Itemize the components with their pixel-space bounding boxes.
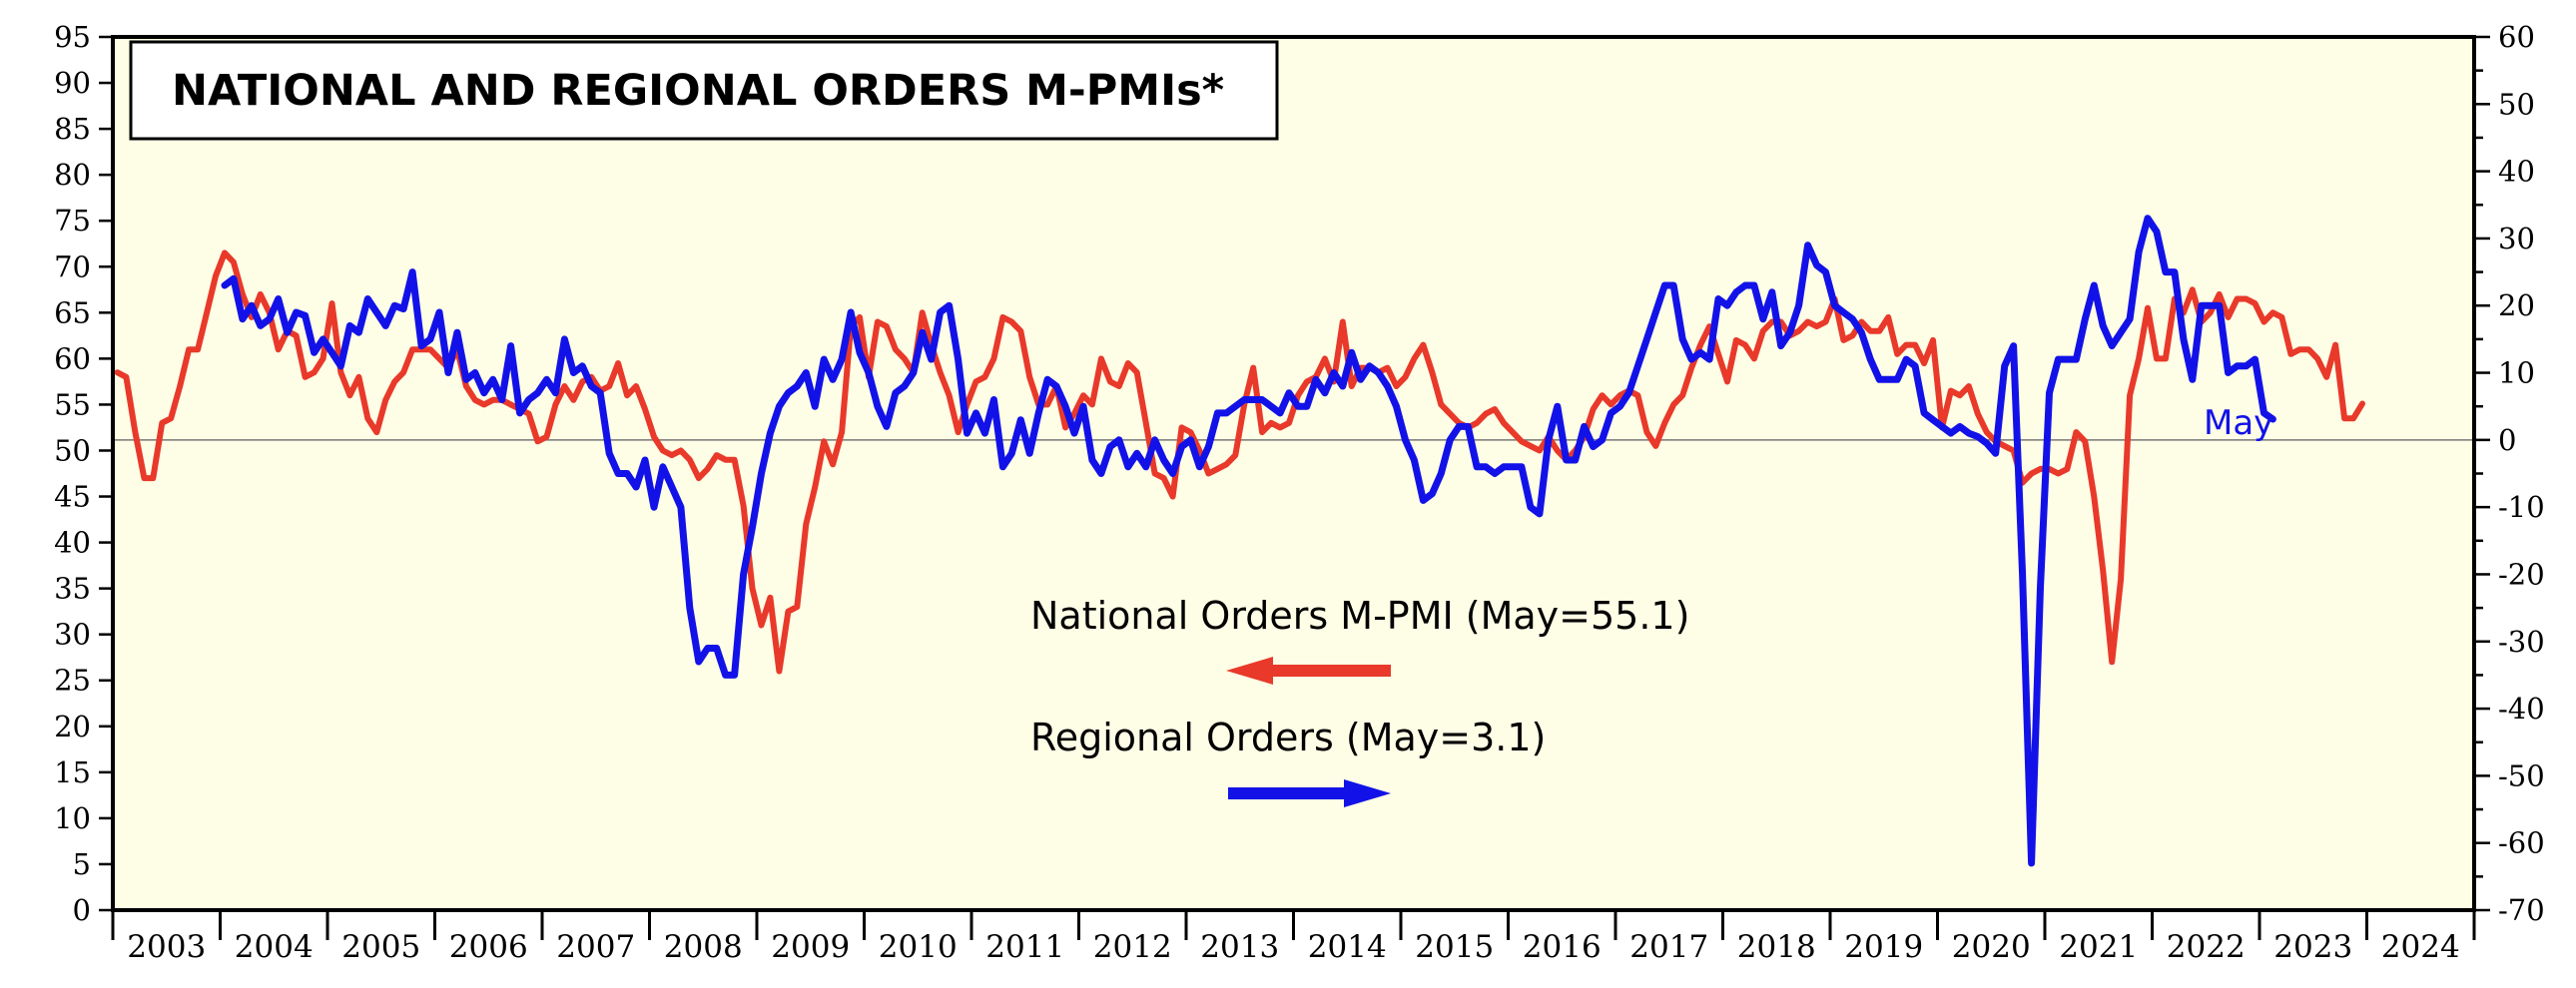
year-label: 2010 [879,929,958,965]
left-tick-label: 80 [54,158,91,192]
left-tick-label: 0 [73,893,91,927]
right-tick-label: 30 [2498,222,2535,255]
right-tick-label: -10 [2498,490,2545,524]
left-tick-label: 60 [54,341,91,375]
right-tick-label: -30 [2498,625,2545,659]
right-tick-label: 0 [2498,423,2516,457]
right-tick-label: 60 [2498,20,2535,54]
title-box: NATIONAL AND REGIONAL ORDERS M-PMIs* [129,40,1279,141]
left-tick-label: 70 [54,249,91,283]
legend-arrow-regional [1228,779,1391,807]
year-label: 2018 [1737,929,1816,965]
left-tick-label: 85 [54,112,91,146]
right-tick-label: -40 [2498,692,2545,726]
right-tick-label: 40 [2498,155,2535,189]
legend-label-regional: Regional Orders (May=3.1) [1030,716,1546,759]
year-label: 2020 [1952,929,2031,965]
year-label: 2016 [1523,929,1602,965]
legend: National Orders M-PMI (May=55.1) Regiona… [1030,594,1689,807]
year-label: 2004 [235,929,314,965]
left-tick-label: 15 [54,755,91,789]
year-label: 2023 [2273,929,2352,965]
left-tick-label: 25 [54,664,91,698]
year-label: 2005 [341,929,420,965]
year-label: 2024 [2381,929,2460,965]
right-tick-label: 10 [2498,356,2535,390]
plot-background [113,37,2474,910]
right-tick-label: -70 [2498,893,2545,927]
year-label: 2017 [1629,929,1708,965]
right-tick-label: 20 [2498,288,2535,322]
legend-arrow-national [1226,657,1391,685]
x-axis: 2003 2004 2005 2006 2007 2008 2009 2010 2011 2012… [111,910,2476,965]
year-label: 2015 [1415,929,1494,965]
left-tick-label: 40 [54,526,91,560]
year-label: 2022 [2167,929,2246,965]
left-tick-label: 65 [54,295,91,329]
year-label: 2012 [1093,929,1172,965]
year-label: 2003 [127,929,206,965]
left-tick-label: 35 [54,572,91,606]
left-tick-label: 5 [73,847,91,881]
year-label: 2009 [771,929,850,965]
year-label: 2019 [1844,929,1923,965]
year-label: 2011 [985,929,1064,965]
year-label: 2008 [664,929,743,965]
legend-label-national: National Orders M-PMI (May=55.1) [1030,594,1689,638]
right-tick-label: -20 [2498,557,2545,591]
right-axis: -70 -60 -50 -40 -30 -20 -10 0 10 20 30 40 50 60 [2474,20,2545,927]
left-tick-label: 30 [54,618,91,652]
end-label-may: May [2204,403,2273,443]
left-tick-label: 55 [54,387,91,421]
year-label: 2006 [449,929,528,965]
left-axis: 0 5 10 15 20 25 30 35 40 45 50 55 60 65 70 75 80 85 90 95 [54,20,113,927]
left-tick-label: 95 [54,20,91,54]
left-tick-label: 45 [54,480,91,514]
left-tick-label: 20 [54,710,91,743]
right-tick-label: 50 [2498,87,2535,121]
right-tick-label: -60 [2498,826,2545,860]
series-layer [114,215,2365,867]
left-tick-label: 10 [54,801,91,835]
left-tick-label: 90 [54,66,91,100]
chart-title: NATIONAL AND REGIONAL ORDERS M-PMIs* [172,66,1224,116]
year-label: 2013 [1200,929,1279,965]
year-label: 2007 [556,929,635,965]
left-tick-label: 75 [54,204,91,238]
year-label: 2021 [2059,929,2138,965]
series-line-national [114,249,2365,675]
left-tick-label: 50 [54,433,91,467]
right-tick-label: -50 [2498,758,2545,792]
year-label: 2014 [1308,929,1387,965]
series-line-regional [221,215,2276,867]
